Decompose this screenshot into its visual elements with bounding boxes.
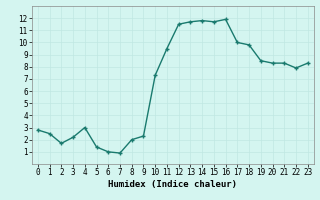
X-axis label: Humidex (Indice chaleur): Humidex (Indice chaleur) [108, 180, 237, 189]
